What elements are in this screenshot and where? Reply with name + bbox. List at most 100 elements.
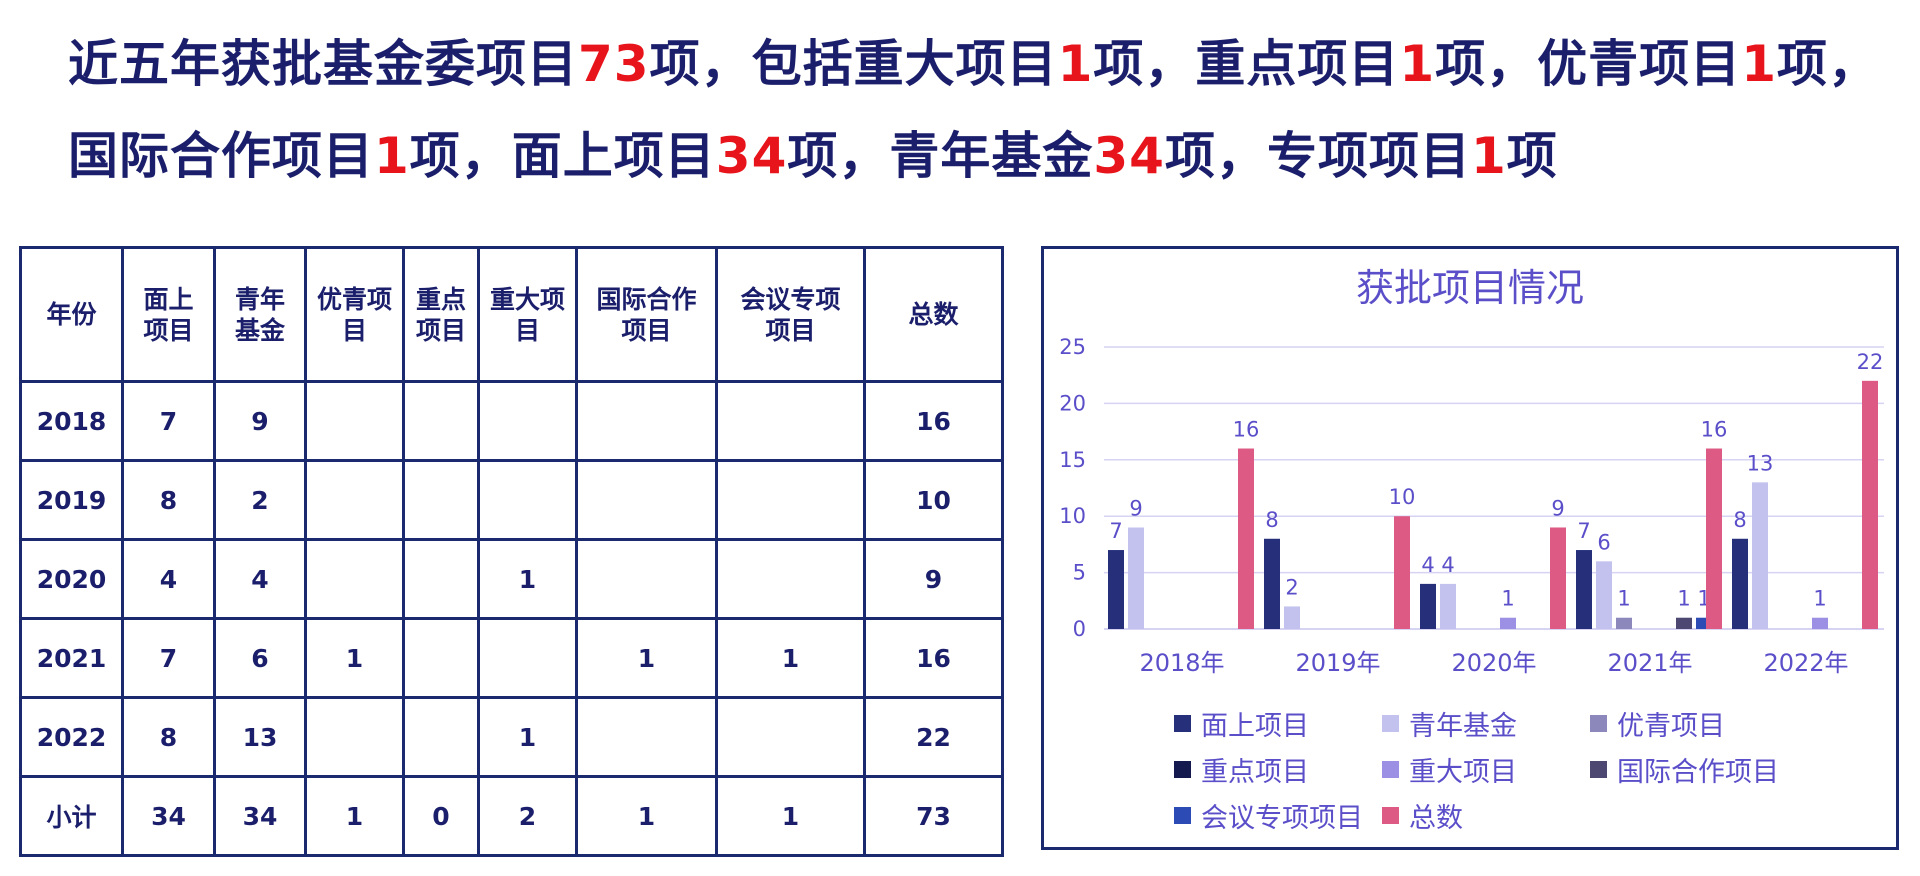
data-label: 1: [1501, 587, 1514, 611]
table-cell: [304, 538, 405, 620]
table-cell: [477, 617, 578, 699]
headline-text: 项，优青项目: [1435, 35, 1742, 93]
headline-number: 1: [374, 127, 410, 185]
table-cell: 1: [477, 538, 578, 620]
table-cell: 16: [863, 617, 1004, 699]
legend-item: 面上项目: [1174, 704, 1382, 742]
headline-text: 项，专项项目: [1164, 127, 1471, 185]
legend-item: 重大项目: [1382, 750, 1590, 788]
data-label: 1: [1813, 587, 1826, 611]
headline-number: 34: [1093, 127, 1165, 185]
table-row: 2020 4 4 1 9: [19, 538, 1004, 620]
headline-text: 项: [1506, 127, 1558, 185]
table-cell: 2022: [19, 696, 124, 778]
table-cell: 7: [121, 617, 216, 699]
bar: [1812, 617, 1828, 629]
x-tick-label: 2018年: [1139, 649, 1224, 677]
table-cell: 2019: [19, 459, 124, 541]
table-cell: [402, 380, 480, 462]
chart-panel: 获批项目情况 0 5 10 15 20 25 2018年 2019年 2020年 2021年 2022…: [1041, 246, 1899, 850]
headline-text: 项，重点项目: [1093, 35, 1400, 93]
legend-swatch: [1382, 760, 1399, 778]
legend-label: 青年基金: [1409, 710, 1517, 742]
bar: [1500, 617, 1516, 629]
data-label: 4: [1421, 553, 1434, 577]
table-cell: 1: [304, 617, 405, 699]
chart-title: 获批项目情况: [1356, 266, 1584, 310]
legend-item: 会议专项项目: [1174, 796, 1382, 834]
y-tick-label: 5: [1073, 561, 1086, 585]
table-cell: 8: [121, 459, 216, 541]
bar: [1576, 550, 1592, 629]
bar-chart: 获批项目情况 0 5 10 15 20 25 2018年 2019年 2020年 2021年 2022…: [1059, 266, 1884, 677]
table-cell: 4: [213, 538, 307, 620]
bar: [1128, 527, 1144, 629]
headline-line-1: 近五年获批基金委项目73项，包括重大项目1项，重点项目1项，优青项目1项，: [68, 18, 1888, 110]
table-cell: 34: [213, 775, 307, 857]
legend-swatch: [1174, 806, 1191, 824]
table-header-cell: 总数: [863, 246, 1004, 383]
data-label: 1: [1677, 587, 1690, 611]
x-tick-label: 2019年: [1295, 649, 1380, 677]
table-cell: 4: [121, 538, 216, 620]
bar: [1862, 380, 1878, 629]
table-cell: 7: [121, 380, 216, 462]
bar: [1550, 527, 1566, 629]
legend-item: 国际合作项目: [1590, 750, 1814, 788]
table-cell: 2018: [19, 380, 124, 462]
table-cell: 10: [863, 459, 1004, 541]
table-cell: [477, 459, 578, 541]
table-header-cell: 重大项目: [477, 246, 578, 383]
headline-number: 1: [1057, 35, 1094, 93]
table-cell: 1: [715, 617, 866, 699]
legend-label: 总数: [1409, 802, 1463, 834]
x-tick-label: 2020年: [1451, 649, 1536, 677]
table-cell: 1: [575, 775, 718, 857]
table-cell: 1: [575, 617, 718, 699]
y-tick-label: 15: [1059, 448, 1086, 472]
table-cell: [304, 380, 405, 462]
legend-label: 重点项目: [1201, 756, 1309, 788]
headline-line-2: 国际合作项目1项，面上项目34项，青年基金34项，专项项目1项: [68, 110, 1888, 202]
headline-text: 近五年获批基金委项目: [68, 35, 578, 93]
legend-swatch: [1382, 806, 1399, 824]
table-cell: 9: [863, 538, 1004, 620]
headline-number: 1: [1470, 127, 1507, 185]
table-header-cell: 青年 基金: [213, 246, 307, 383]
legend-swatch: [1590, 714, 1607, 732]
legend-swatch: [1590, 760, 1607, 778]
table-cell: 0: [402, 775, 480, 857]
table-cell: [715, 538, 866, 620]
data-label: 8: [1265, 508, 1278, 532]
data-label: 8: [1733, 508, 1746, 532]
table-cell: 34: [121, 775, 216, 857]
data-label: 13: [1747, 451, 1774, 475]
table-cell: 6: [213, 617, 307, 699]
bar: [1108, 550, 1124, 629]
y-tick-label: 0: [1073, 617, 1086, 641]
table-header-cell: 重点 项目: [402, 246, 480, 383]
y-tick-label: 10: [1059, 504, 1086, 528]
headline-number: 73: [578, 35, 650, 93]
data-label: 7: [1109, 519, 1122, 543]
headline-text: 项，: [1776, 35, 1879, 93]
table-cell: 8: [121, 696, 216, 778]
bar: [1394, 516, 1410, 629]
table-cell: 16: [863, 380, 1004, 462]
data-label: 7: [1577, 519, 1590, 543]
legend-item: 重点项目: [1174, 750, 1382, 788]
data-label: 6: [1597, 530, 1610, 554]
chart-legend: 面上项目 青年基金 优青项目 重点项目 重大项目 国际合作项目 会议专项项目 总数: [1174, 704, 1814, 834]
legend-item: 总数: [1382, 796, 1590, 834]
table-cell: [402, 696, 480, 778]
y-tick-label: 20: [1059, 391, 1086, 415]
headline-text: 项，青年基金: [787, 127, 1094, 185]
table-cell: 73: [863, 775, 1004, 857]
data-label: 1: [1617, 587, 1630, 611]
data-label: 2: [1285, 575, 1298, 599]
table-row: 2018 7 9 16: [19, 380, 1004, 462]
legend-label: 会议专项项目: [1201, 802, 1363, 834]
x-tick-label: 2021年: [1607, 649, 1692, 677]
table-cell: [575, 459, 718, 541]
table-cell: 9: [213, 380, 307, 462]
